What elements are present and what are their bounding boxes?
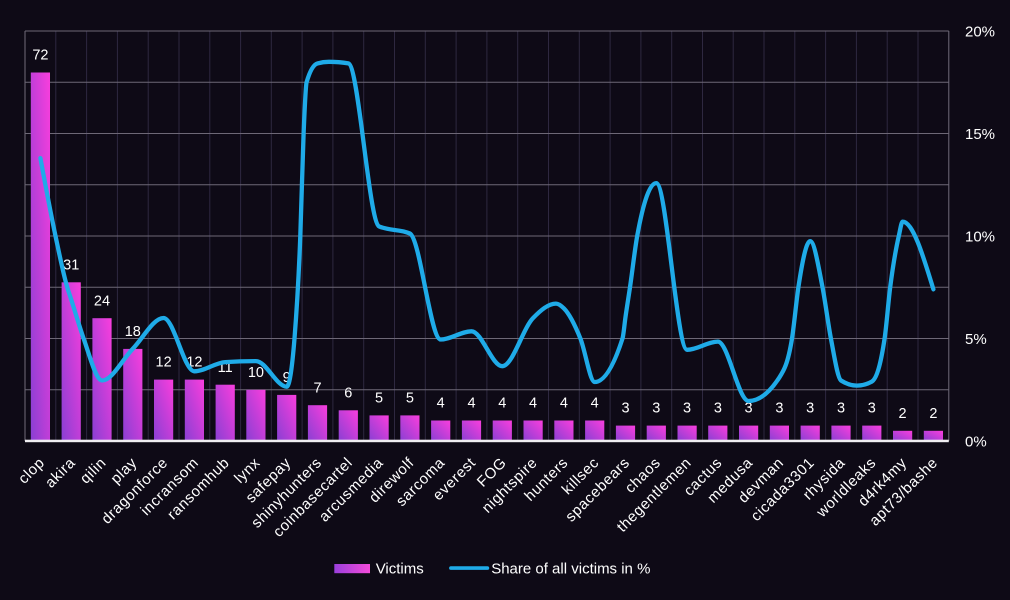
svg-text:12: 12 bbox=[156, 355, 172, 371]
svg-text:2: 2 bbox=[899, 406, 907, 422]
svg-text:3: 3 bbox=[745, 401, 753, 417]
svg-text:2: 2 bbox=[929, 406, 937, 422]
svg-text:6: 6 bbox=[344, 385, 352, 401]
svg-text:clop: clop bbox=[15, 454, 48, 487]
svg-text:18: 18 bbox=[125, 324, 141, 340]
svg-text:3: 3 bbox=[837, 401, 845, 417]
svg-text:5: 5 bbox=[406, 391, 414, 407]
svg-text:3: 3 bbox=[868, 401, 876, 417]
svg-text:4: 4 bbox=[467, 396, 475, 412]
svg-text:3: 3 bbox=[714, 401, 722, 417]
svg-text:0%: 0% bbox=[965, 434, 987, 451]
svg-text:akira: akira bbox=[42, 454, 79, 491]
svg-text:4: 4 bbox=[591, 396, 599, 412]
svg-text:Share of all victims in %: Share of all victims in % bbox=[491, 561, 650, 578]
svg-text:72: 72 bbox=[32, 48, 48, 64]
svg-text:4: 4 bbox=[437, 396, 445, 412]
svg-text:7: 7 bbox=[313, 380, 321, 396]
svg-text:4: 4 bbox=[498, 396, 506, 412]
svg-text:4: 4 bbox=[529, 396, 537, 412]
svg-text:10%: 10% bbox=[965, 229, 995, 246]
svg-text:31: 31 bbox=[63, 257, 79, 273]
svg-text:5%: 5% bbox=[965, 331, 987, 348]
svg-text:3: 3 bbox=[652, 401, 660, 417]
svg-text:3: 3 bbox=[806, 401, 814, 417]
svg-text:24: 24 bbox=[94, 293, 110, 309]
svg-text:10: 10 bbox=[248, 365, 264, 381]
svg-text:15%: 15% bbox=[965, 126, 995, 143]
svg-text:3: 3 bbox=[775, 401, 783, 417]
svg-text:9: 9 bbox=[283, 370, 291, 386]
svg-text:3: 3 bbox=[683, 401, 691, 417]
svg-text:Victims: Victims bbox=[376, 561, 424, 578]
svg-text:3: 3 bbox=[621, 401, 629, 417]
svg-text:20%: 20% bbox=[965, 24, 995, 41]
svg-text:4: 4 bbox=[560, 396, 568, 412]
svg-text:5: 5 bbox=[375, 391, 383, 407]
svg-text:qilin: qilin bbox=[77, 454, 110, 487]
